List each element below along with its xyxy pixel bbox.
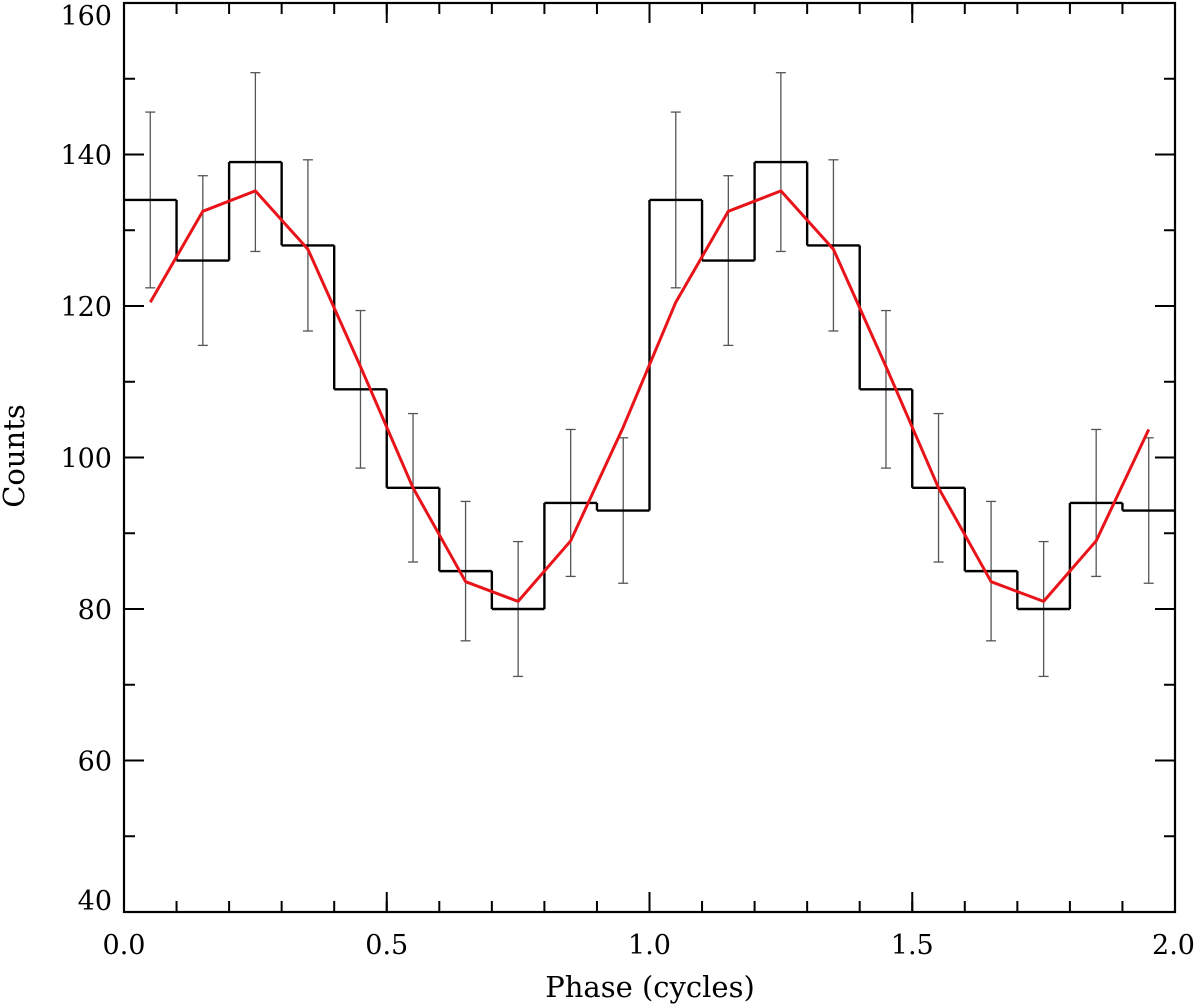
histogram-series: [124, 160, 1175, 611]
y-tick-label: 100: [60, 444, 112, 475]
x-tick-label: 2.0: [1152, 930, 1195, 961]
y-tick-label: 160: [60, 1, 112, 32]
x-axis-title: Phase (cycles): [545, 970, 755, 1004]
y-tick-label: 140: [60, 141, 112, 172]
y-axis-title: Counts: [0, 404, 31, 508]
plot-frame: [122, 1, 1177, 914]
model-line: [149, 189, 1151, 603]
x-tick-labels: 0.0 0.5 1.0 1.5 2.0: [103, 930, 1195, 961]
model-line-series: [149, 189, 1151, 603]
x-tick-label: 0.0: [103, 930, 146, 961]
y-tick-label: 120: [60, 292, 112, 323]
y-tick-labels: 40 60 80 100 120 140 160: [60, 1, 112, 917]
x-tick-label: 0.5: [365, 930, 408, 961]
y-tick-label: 40: [78, 886, 112, 917]
x-tick-label: 1.5: [891, 930, 934, 961]
x-tick-label: 1.0: [628, 930, 671, 961]
y-tick-label: 60: [78, 747, 112, 778]
y-tick-label: 80: [78, 595, 112, 626]
